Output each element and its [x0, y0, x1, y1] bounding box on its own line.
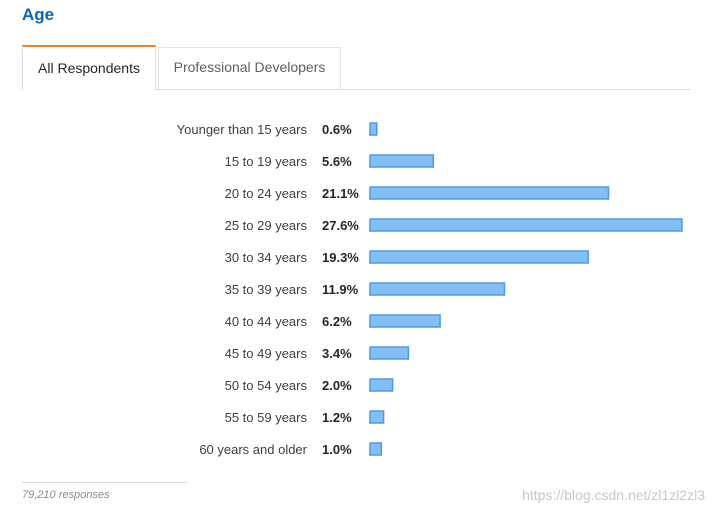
bar	[369, 186, 610, 200]
value-label: 19.3%	[322, 250, 359, 265]
value-label: 27.6%	[322, 218, 359, 233]
tab-all-respondents[interactable]: All Respondents	[22, 45, 156, 90]
value-label: 1.0%	[322, 442, 352, 457]
category-label: 35 to 39 years	[225, 282, 308, 297]
category-label: 50 to 54 years	[225, 378, 308, 393]
value-label: 0.6%	[322, 122, 352, 137]
category-label: 45 to 49 years	[225, 346, 308, 361]
category-label: Younger than 15 years	[177, 122, 308, 137]
watermark-text: https://blog.csdn.net/zl1zl2zl3	[522, 487, 705, 503]
value-label: 21.1%	[322, 186, 359, 201]
bar	[369, 314, 441, 328]
value-label: 6.2%	[322, 314, 352, 329]
category-label: 15 to 19 years	[225, 154, 308, 169]
bar	[369, 378, 394, 392]
value-label: 5.6%	[322, 154, 352, 169]
bar	[369, 154, 435, 168]
bar	[369, 346, 410, 360]
value-label: 1.2%	[322, 410, 352, 425]
bar	[369, 250, 589, 264]
value-label: 2.0%	[322, 378, 352, 393]
chart-title: Age	[22, 5, 55, 24]
category-label: 20 to 24 years	[225, 186, 308, 201]
bar	[369, 442, 383, 456]
value-label: 3.4%	[322, 346, 352, 361]
bar	[369, 282, 506, 296]
age-bar-chart: Younger than 15 years 0.6% 15 to 19 years 5…	[177, 122, 683, 457]
category-label: 25 to 29 years	[225, 218, 308, 233]
footer-divider	[22, 482, 187, 483]
category-label: 55 to 59 years	[225, 410, 308, 425]
category-label: 30 to 34 years	[225, 250, 308, 265]
bar	[369, 410, 385, 424]
tab-professional-developers[interactable]: Professional Developers	[158, 47, 341, 89]
tab-bar: All Respondents Professional Developers	[22, 45, 690, 90]
category-label: 40 to 44 years	[225, 314, 308, 329]
bar	[369, 122, 378, 136]
response-count: 79,210 responses	[22, 489, 110, 501]
category-label: 60 years and older	[199, 442, 307, 457]
bar	[369, 218, 683, 232]
value-label: 11.9%	[322, 282, 359, 297]
